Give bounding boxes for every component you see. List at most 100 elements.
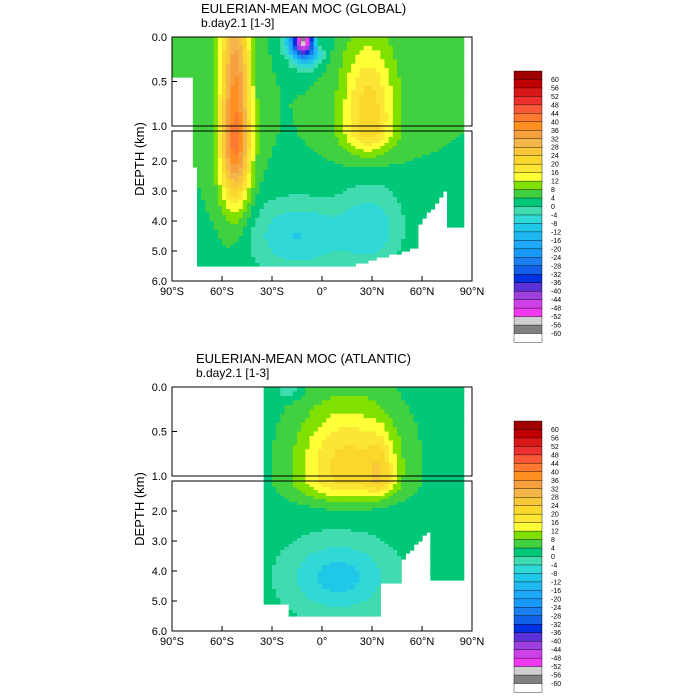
- field-cell: [297, 81, 302, 87]
- field-cell: [392, 50, 398, 56]
- field-cell: [451, 94, 456, 100]
- field-cell: [309, 137, 315, 141]
- field-cell: [355, 404, 361, 410]
- field-cell: [322, 233, 327, 237]
- field-cell: [380, 194, 386, 198]
- field-cell: [447, 54, 452, 60]
- field-cell: [426, 94, 431, 100]
- field-cell: [255, 164, 261, 168]
- field-cell: [238, 263, 244, 267]
- field-cell: [409, 81, 415, 87]
- field-cell: [259, 59, 265, 65]
- field-cell: [305, 418, 311, 424]
- field-cell: [367, 230, 373, 234]
- field-cell: [234, 152, 240, 156]
- field-cell: [447, 206, 452, 210]
- field-cell: [272, 245, 277, 249]
- field-cell: [201, 173, 206, 177]
- field-cell: [355, 194, 361, 198]
- field-cell: [342, 188, 348, 192]
- field-cell: [251, 63, 256, 69]
- field-cell: [434, 90, 440, 96]
- field-cell: [322, 173, 327, 177]
- field-cell: [422, 161, 427, 165]
- field-cell: [280, 233, 286, 237]
- field-cell: [397, 117, 402, 123]
- field-cell: [384, 391, 390, 397]
- y-tick-label: 2.0: [152, 156, 167, 168]
- field-cell: [284, 134, 290, 138]
- field-cell: [276, 152, 281, 156]
- field-cell: [272, 137, 277, 141]
- field-cell: [334, 140, 340, 144]
- field-cell: [297, 449, 302, 455]
- field-cell: [272, 413, 277, 419]
- field-cell: [267, 191, 273, 195]
- field-cell: [417, 400, 423, 406]
- field-cell: [305, 137, 311, 141]
- field-cell: [438, 90, 444, 96]
- field-cell: [417, 427, 423, 433]
- field-cell: [326, 85, 331, 91]
- field-cell: [263, 45, 269, 51]
- field-cell: [317, 158, 323, 162]
- field-cell: [263, 112, 269, 118]
- field-cell: [242, 81, 248, 87]
- field-cell: [451, 161, 456, 165]
- field-cell: [384, 54, 390, 60]
- field-cell: [351, 418, 356, 424]
- colorbar-box: [513, 197, 543, 208]
- field-cell: [238, 121, 244, 127]
- field-cell: [201, 126, 206, 135]
- field-cell: [272, 72, 277, 78]
- field-cell: [222, 77, 227, 83]
- field-cell: [205, 149, 211, 153]
- field-cell: [317, 453, 323, 459]
- field-cell: [388, 126, 394, 135]
- field-cell: [309, 103, 315, 109]
- field-cell: [397, 230, 402, 234]
- field-cell: [209, 81, 215, 87]
- field-cell: [284, 444, 290, 450]
- field-cell: [259, 254, 265, 258]
- field-cell: [351, 230, 356, 234]
- field-cell: [297, 418, 302, 424]
- field-cell: [455, 99, 461, 105]
- field-cell: [259, 191, 265, 195]
- colorbar-label: -16: [551, 238, 561, 245]
- field-cell: [380, 146, 386, 150]
- field-cell: [230, 203, 236, 207]
- field-cell: [413, 197, 419, 201]
- field-cell: [376, 413, 381, 419]
- field-cell: [288, 94, 294, 100]
- field-cell: [451, 37, 456, 43]
- field-cell: [405, 188, 411, 192]
- field-cell: [392, 188, 398, 192]
- field-cell: [330, 140, 336, 144]
- field-cell: [305, 254, 311, 258]
- field-cell: [326, 117, 331, 123]
- field-cell: [292, 418, 298, 424]
- field-cell: [401, 185, 406, 189]
- field-cell: [334, 409, 340, 415]
- field-cell: [397, 173, 402, 177]
- field-cell: [351, 149, 356, 153]
- field-cell: [234, 117, 240, 123]
- field-cell: [267, 68, 273, 74]
- field-cell: [417, 209, 423, 213]
- field-cell: [447, 41, 452, 47]
- field-cell: [297, 140, 302, 144]
- field-cell: [359, 45, 365, 51]
- field-cell: [359, 72, 365, 78]
- field-cell: [288, 431, 294, 437]
- field-cell: [417, 72, 423, 78]
- field-cell: [359, 85, 365, 91]
- field-cell: [276, 212, 281, 216]
- field-cell: [455, 194, 461, 198]
- field-cell: [259, 173, 265, 177]
- field-cell: [251, 149, 256, 153]
- field-cell: [205, 221, 211, 225]
- field-cell: [384, 152, 390, 156]
- field-cell: [367, 188, 373, 192]
- field-cell: [217, 99, 223, 105]
